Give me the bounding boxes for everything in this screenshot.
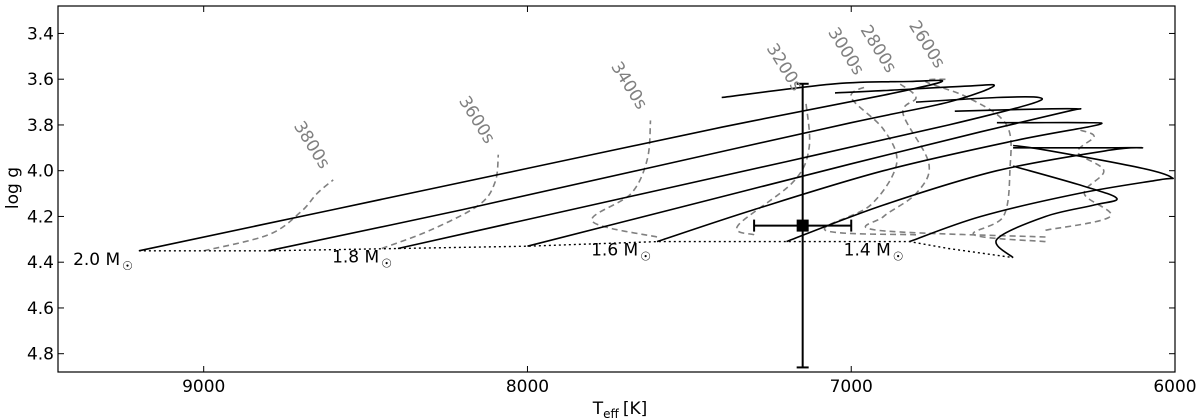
track-label-1.8: 1.8 M ☉ [332,247,392,270]
x-tick-label-7000: 7000 [830,377,873,397]
isochrone-extra-7 [1045,128,1112,231]
isochrone-3200s [735,102,811,236]
tracks-layer [138,79,1174,259]
y-tick-label-4.4: 4.4 [27,253,54,273]
plot-frame [57,5,1176,373]
track-1.5-msun [786,146,1144,243]
isochrone-label-3400s: 3400s [606,58,651,113]
track-label-1.6: 1.6 M ☉ [591,241,651,264]
x-axis-title: Teff [K] [592,399,647,420]
track-1.7-msun [527,107,1082,247]
y-tick-label-3.6: 3.6 [27,70,54,90]
y-axis-title: log g [3,167,23,209]
obs-marker [796,219,809,232]
isochrone-label-3200s: 3200s [762,40,807,95]
x-tick-label-8000: 8000 [506,377,549,397]
y-tick-label-3.4: 3.4 [27,24,54,44]
isochrone-3600s [381,154,500,250]
isochrones-layer [203,78,1112,252]
x-axis-title-main: T [592,399,604,419]
isochrone-2600s [924,78,1046,243]
y-tick-label-4.2: 4.2 [27,207,54,227]
x-tick-label-6000: 6000 [1153,377,1196,397]
x-axis-title-sub: eff [603,407,619,420]
track-1.3-msun [995,165,1118,259]
y-tick-label-4.8: 4.8 [27,345,54,365]
x-tick-label-9000: 9000 [182,377,225,397]
track-1.6-msun [656,121,1103,243]
y-tick-label-4: 4.0 [27,162,54,182]
track-label-1.4: 1.4 M ☉ [844,241,904,264]
track-2.0-msun [138,79,944,252]
isochrone-3800s [203,179,334,252]
track-label-2.0: 2.0 M ☉ [73,250,133,273]
x-axis-title-unit: [K] [623,399,647,419]
track-1.8-msun [397,95,1044,250]
y-tick-label-3.8: 3.8 [27,116,54,136]
axes-layer: 9000 8000 7000 6000 3.4 3.6 3.8 4.0 4.2 4.4 4.6 4.8 [27,5,1197,397]
track-1.4-msun [909,144,1174,243]
isochrone-label-2600s: 2600s [904,17,949,72]
observation-layer [753,82,853,369]
isochrone-label-3800s: 3800s [289,118,334,173]
isochrone-2800s [864,83,1046,238]
isochrone-3000s [823,85,917,236]
isochrone-label-3600s: 3600s [454,93,499,148]
track-1.9-msun [268,83,996,252]
y-tick-label-4.6: 4.6 [27,299,54,319]
